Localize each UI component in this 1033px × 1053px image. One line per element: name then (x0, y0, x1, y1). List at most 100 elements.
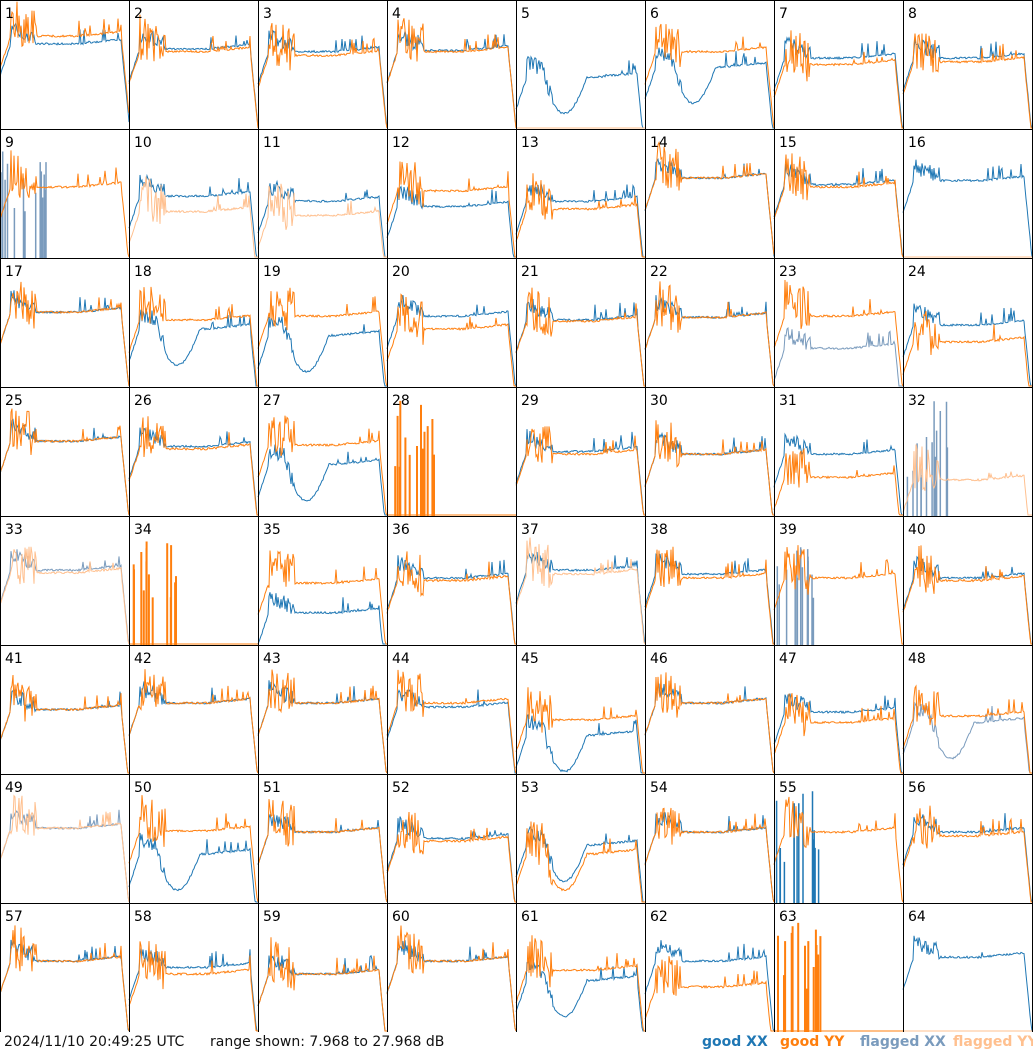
panel-40-label: 40 (908, 522, 926, 538)
panel-42-yy-trace (128, 669, 259, 774)
panel-58: 58 (128, 903, 259, 1032)
panel-22-yy-trace (644, 281, 775, 387)
panel-41-xx-trace (0, 689, 129, 774)
panel-41-yy-trace (0, 674, 129, 774)
panel-10-yy-trace (128, 176, 258, 258)
panel-23: 23 (773, 258, 904, 388)
panel-19-yy-trace (257, 287, 388, 387)
timestamp-label: 2024/11/10 20:49:25 UTC (4, 1034, 185, 1050)
panel-59-yy-trace (257, 937, 387, 1032)
panel-9-label: 9 (5, 135, 14, 151)
panel-26-label: 26 (134, 393, 152, 409)
panel-49-yy-trace (0, 794, 130, 903)
panel-56: 56 (902, 774, 1033, 904)
panel-50-yy-trace (128, 795, 259, 903)
panel-39-xx-trace (776, 547, 815, 645)
panel-34: 34 (129, 516, 259, 646)
panel-16: 16 (902, 129, 1033, 259)
panel-15-xx-trace (773, 163, 904, 258)
panel-43-yy-trace (257, 669, 388, 774)
panel-6-yy-trace (644, 23, 775, 129)
panel-64-label: 64 (908, 909, 926, 925)
panel-21-label: 21 (521, 264, 539, 280)
panel-11: 11 (257, 129, 388, 259)
panel-15-yy-trace (773, 153, 904, 258)
panel-38-label: 38 (650, 522, 668, 538)
panel-32: 32 (902, 387, 1033, 517)
panel-54-yy-trace (644, 807, 775, 903)
panel-3-xx-trace (257, 29, 388, 129)
panel-42: 42 (128, 645, 259, 775)
panel-19-label: 19 (263, 264, 281, 280)
panel-10: 10 (128, 129, 259, 259)
panel-21-yy-trace (515, 287, 645, 387)
panel-9-xx-trace (1, 151, 47, 258)
panel-21-xx-trace (515, 298, 645, 387)
panel-33: 33 (0, 516, 130, 646)
panel-60: 60 (386, 903, 517, 1032)
panel-3-label: 3 (263, 6, 272, 22)
panel-28-label: 28 (392, 393, 410, 409)
panel-16-label: 16 (908, 135, 926, 151)
panel-45-yy-trace (515, 687, 645, 774)
panel-9: 9 (0, 129, 130, 259)
panel-57-label: 57 (5, 909, 23, 925)
panel-64: 64 (902, 903, 1033, 1032)
panel-45: 45 (515, 645, 646, 775)
panel-5-label: 5 (521, 6, 530, 22)
panel-38-xx-trace (644, 553, 775, 645)
panel-42-xx-trace (128, 681, 259, 774)
panel-51: 51 (257, 774, 388, 904)
panel-1-yy-trace (0, 1, 130, 113)
panel-53-label: 53 (521, 780, 539, 796)
panel-62-xx-trace (644, 940, 775, 1032)
panel-10-label: 10 (134, 135, 152, 151)
panel-34-yy-trace (132, 541, 177, 645)
panel-48-xx-trace (902, 701, 1032, 774)
panel-36: 36 (386, 516, 517, 646)
panel-12: 12 (386, 129, 517, 259)
panel-50: 50 (128, 774, 259, 904)
panel-52-xx-trace (386, 816, 516, 903)
panel-58-label: 58 (134, 909, 152, 925)
panel-38: 38 (644, 516, 775, 646)
panel-29-yy-trace (515, 426, 645, 516)
panel-41-label: 41 (5, 651, 23, 667)
panel-45-label: 45 (521, 651, 539, 667)
panel-6-label: 6 (650, 6, 659, 22)
panel-7-label: 7 (779, 6, 788, 22)
panel-45-xx-trace (515, 714, 645, 774)
panel-20: 20 (386, 258, 517, 388)
panel-2-yy-trace (128, 14, 259, 129)
panel-55-xx-trace (775, 791, 820, 903)
panel-7-yy-trace (773, 30, 903, 129)
panel-24-label: 24 (908, 264, 926, 280)
panel-42-label: 42 (134, 651, 152, 667)
panel-43-xx-trace (257, 680, 388, 774)
panel-37-label: 37 (521, 522, 539, 538)
panel-23-label: 23 (779, 264, 797, 280)
panel-12-label: 12 (392, 135, 410, 151)
panel-26: 26 (128, 387, 259, 517)
panel-2-label: 2 (134, 6, 143, 22)
panel-4-yy-trace (386, 18, 517, 129)
panel-31-label: 31 (779, 393, 797, 409)
panel-64-xx-trace (902, 935, 1033, 1032)
panel-12-xx-trace (386, 185, 516, 258)
panel-1: 1 (0, 0, 130, 130)
panel-14-label: 14 (650, 135, 668, 151)
panel-47: 47 (773, 645, 904, 775)
panel-26-yy-trace (128, 416, 258, 516)
panel-30-label: 30 (650, 393, 668, 409)
panel-8: 8 (902, 0, 1033, 130)
panel-19: 19 (257, 258, 388, 388)
panel-22-label: 22 (650, 264, 668, 280)
panel-39-label: 39 (779, 522, 797, 538)
panel-52: 52 (386, 774, 517, 904)
panel-15-label: 15 (779, 135, 797, 151)
panel-49-xx-trace (0, 809, 130, 903)
panel-31-xx-trace (773, 432, 903, 516)
panel-32-yy-trace (902, 444, 1032, 516)
panel-25-yy-trace (0, 408, 130, 516)
